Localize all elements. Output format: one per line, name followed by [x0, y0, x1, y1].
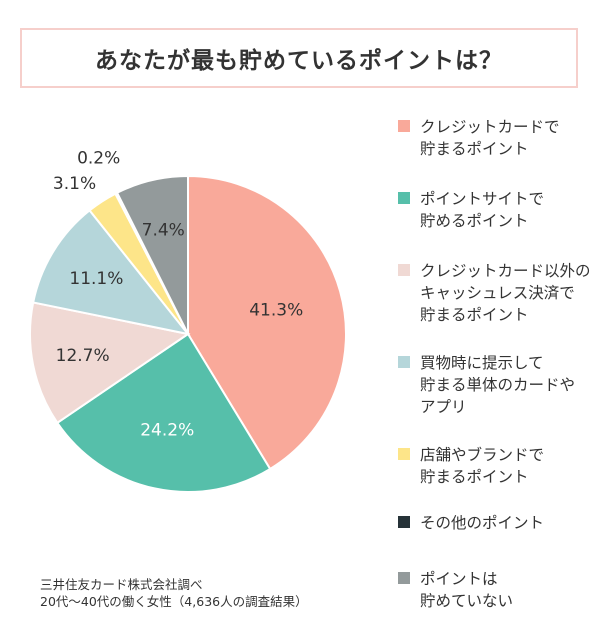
label-point-site: 24.2%: [140, 421, 194, 441]
legend-label: その他のポイント: [420, 514, 545, 532]
chart-title: あなたが最も貯めているポイントは？: [95, 48, 503, 74]
legend-label: ポイントサイトで 貯めるポイント: [420, 190, 545, 230]
legend-swatch: [398, 264, 410, 276]
legend-label: 買物時に提示して 貯まる単体のカードや アプリ: [420, 354, 576, 416]
source-note: 三井住友カード株式会社調べ 20代〜40代の働く女性（4,636人の調査結果）: [40, 576, 308, 610]
title-box: あなたが最も貯めているポイントは？: [20, 28, 578, 88]
label-store-brand: 3.1%: [53, 174, 96, 194]
legend-swatch: [398, 448, 410, 460]
legend-item-cashless: クレジットカード以外の キャッシュレス決済で 貯まるポイント: [398, 260, 598, 326]
source-line-1: 三井住友カード株式会社調べ: [40, 577, 203, 592]
source-line-2: 20代〜40代の働く女性（4,636人の調査結果）: [40, 594, 308, 609]
legend-item-card-app: 買物時に提示して 貯まる単体のカードや アプリ: [398, 352, 598, 418]
legend-swatch: [398, 192, 410, 204]
slice-cashless: [29, 301, 191, 425]
legend-item-none: ポイントは 貯めていない: [398, 568, 598, 612]
legend-item-point-site: ポイントサイトで 貯めるポイント: [398, 188, 598, 232]
legend-label: クレジットカードで 貯まるポイント: [420, 118, 560, 158]
label-cashless: 12.7%: [56, 346, 110, 366]
legend-swatch: [398, 356, 410, 368]
legend-swatch: [398, 120, 410, 132]
label-none: 7.4%: [142, 220, 185, 240]
legend-item-other: その他のポイント: [398, 512, 598, 534]
slice-card-app: [32, 208, 191, 336]
slice-none: [115, 174, 189, 335]
legend-label: ポイントは 貯めていない: [420, 570, 514, 610]
legend-label: 店舗やブランドで 貯まるポイント: [420, 446, 545, 486]
legend-item-credit-card: クレジットカードで 貯まるポイント: [398, 116, 598, 160]
slice-credit-card: [187, 174, 347, 471]
legend-swatch: [398, 572, 410, 584]
legend-item-store-brand: 店舗やブランドで 貯まるポイント: [398, 444, 598, 488]
label-other: 0.2%: [77, 149, 120, 169]
label-card-app: 11.1%: [69, 269, 123, 289]
legend-label: クレジットカード以外の キャッシュレス決済で 貯まるポイント: [420, 262, 591, 324]
slice-point-site: [55, 332, 272, 493]
label-credit-card: 41.3%: [249, 300, 303, 320]
legend-swatch: [398, 516, 410, 528]
